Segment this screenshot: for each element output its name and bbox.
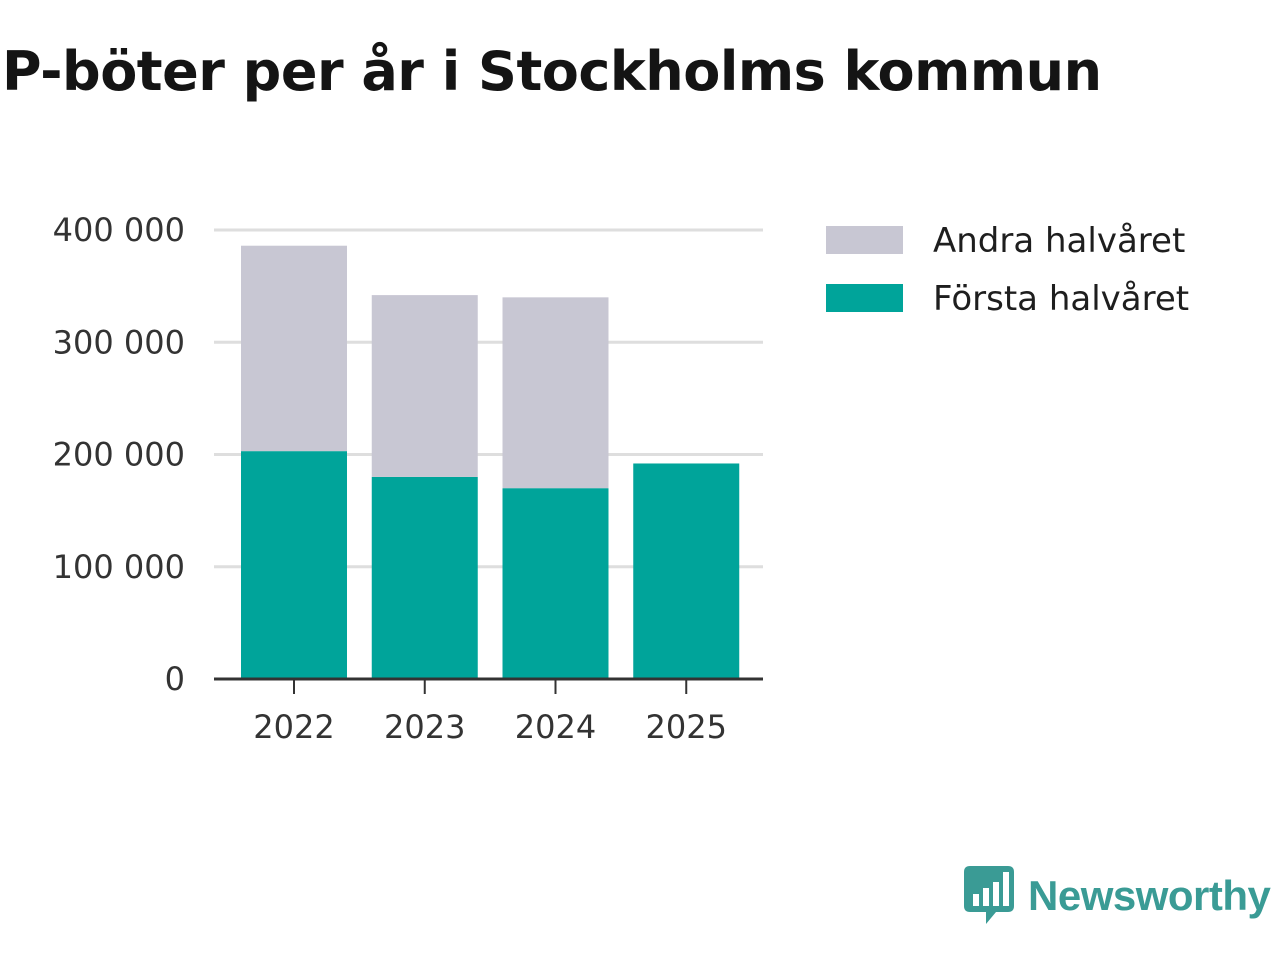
legend: Andra halvåret Första halvåret	[826, 221, 1189, 319]
bars	[241, 245, 740, 679]
bar-andra-halvåret-2022	[241, 245, 347, 452]
x-tick-label: 2023	[384, 708, 465, 746]
x-tick-label: 2025	[646, 708, 727, 746]
axes: 0 100 000 200 000 300 000 400 000 2022 2023 202…	[53, 211, 763, 746]
legend-label: Första halvåret	[933, 279, 1189, 319]
legend-swatch	[826, 284, 903, 312]
legend-swatch	[826, 226, 903, 254]
bar-första-halvåret-2023	[371, 476, 478, 679]
y-tick-label: 100 000	[53, 548, 185, 586]
legend-label: Andra halvåret	[933, 221, 1185, 261]
newsworthy-logo: Newsworthy	[964, 864, 1271, 928]
chart-title: P-böter per år i Stockholms kommun	[2, 40, 1102, 103]
y-tick-label: 200 000	[53, 436, 185, 474]
y-tick-label: 0	[165, 660, 185, 698]
bar-första-halvåret-2022	[241, 451, 347, 679]
y-tick-label: 400 000	[53, 211, 185, 249]
bar-första-halvåret-2025	[633, 463, 740, 679]
bar-andra-halvåret-2024	[502, 297, 609, 489]
newsworthy-logo-text: Newsworthy	[1028, 872, 1271, 919]
bar-första-halvåret-2024	[502, 488, 609, 679]
y-tick-label: 300 000	[53, 323, 185, 361]
bar-andra-halvåret-2023	[371, 295, 478, 477]
x-tick-label: 2024	[515, 708, 596, 746]
x-tick-label: 2022	[253, 708, 334, 746]
newsworthy-logo-icon	[964, 866, 1014, 924]
